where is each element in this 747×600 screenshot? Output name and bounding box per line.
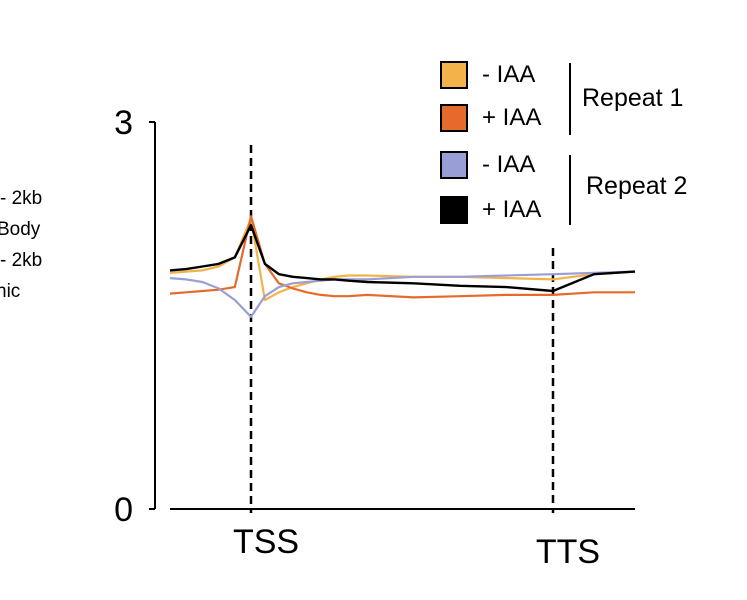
side-label: - 2kb <box>0 188 43 209</box>
x-marker-label: TSS <box>233 523 299 561</box>
side-label: nic <box>0 281 21 302</box>
legend-swatch <box>440 104 468 132</box>
legend-group-label: Repeat 2 <box>586 172 688 200</box>
side-label: Body <box>0 219 41 240</box>
side-label: - 2kb <box>0 250 43 271</box>
legend-bracket <box>569 63 571 135</box>
legend-label: + IAA <box>482 104 542 131</box>
y-tick-label: 3 <box>114 104 133 142</box>
legend-label: - IAA <box>482 151 536 178</box>
x-marker-label: TTS <box>536 533 600 571</box>
legend-label: + IAA <box>482 196 542 223</box>
legend-item: + IAA <box>440 104 541 132</box>
legend-item: - IAA <box>440 151 535 179</box>
y-tick-label: 0 <box>114 491 133 529</box>
legend-swatch <box>440 151 468 179</box>
series-line <box>169 217 636 302</box>
series-line <box>169 270 636 318</box>
legend-group-label: Repeat 1 <box>582 84 684 112</box>
series-line <box>169 223 636 293</box>
legend-bracket <box>569 155 571 225</box>
legend-swatch <box>440 196 468 224</box>
legend-item: - IAA <box>440 61 535 89</box>
side-labels: - 2kb Body - 2kb nic <box>0 183 42 307</box>
axes: 0 3 TSS TTS <box>114 104 635 571</box>
series-layer <box>169 215 636 318</box>
legend-swatch <box>440 61 468 89</box>
legend-item: + IAA <box>440 196 541 224</box>
legend-label: - IAA <box>482 61 536 88</box>
